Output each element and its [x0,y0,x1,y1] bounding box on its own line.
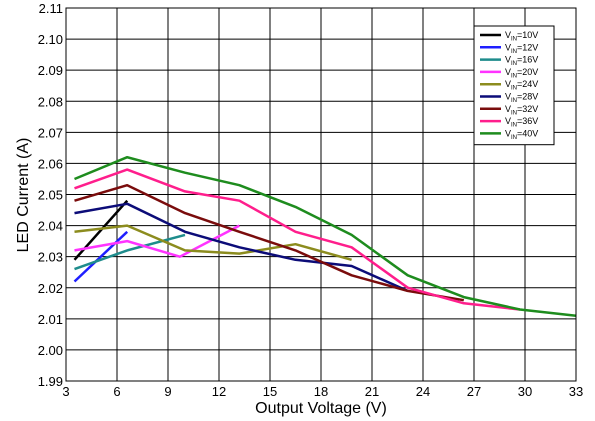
x-axis-title: Output Voltage (V) [255,400,387,417]
x-tick-label: 18 [314,384,328,399]
legend-label-2: VIN=16V [505,55,538,68]
legend-label-subscript: IN [511,123,517,129]
series-line-6 [74,183,465,302]
y-tick-label: 2.11 [39,1,63,16]
legend-label-subscript: IN [511,73,517,79]
legend-label-value: =36V [517,116,538,126]
legend-label-value: =16V [517,55,538,65]
y-tick-label: 2.02 [38,281,63,296]
legend-label-subscript: IN [511,61,517,67]
series-line-8 [74,155,577,317]
legend-label-subscript: IN [511,98,517,104]
y-tick-label: 2.00 [38,343,63,358]
legend: VIN=10VVIN=12VVIN=16VVIN=20VVIN=24VVIN=2… [473,25,555,146]
legend-label-main: V [505,30,511,40]
y-tick-label: 2.09 [38,63,63,78]
x-tick-label: 33 [569,384,583,399]
x-tick-label: 6 [113,384,120,399]
series-line-1 [73,230,129,283]
x-tick-label: 21 [365,384,379,399]
series-line-3 [74,224,240,258]
y-tick-label: 2.04 [38,219,63,234]
legend-label-3: VIN=20V [505,67,538,80]
legend-label-value: =40V [517,128,538,138]
legend-label-subscript: IN [511,49,517,55]
x-tick-label: 24 [416,384,430,399]
series-line-4 [74,224,352,262]
legend-label-main: V [505,42,511,52]
y-tick-labels: 1.99 2.00 2.01 2.02 2.03 2.04 2.05 2.06 2.07 2.08… [38,1,63,389]
x-tick-label: 12 [212,384,226,399]
x-tick-labels: 3 6 9 12 15 18 21 24 27 30 33 [62,384,583,399]
legend-label-subscript: IN [511,135,517,141]
legend-label-subscript: IN [511,110,517,116]
legend-label-value: =28V [517,92,538,102]
legend-label-value: =20V [517,67,538,77]
legend-label-4: VIN=24V [505,79,538,92]
y-tick-label: 2.10 [38,32,63,47]
x-tick-label: 30 [518,384,532,399]
legend-label-main: V [505,92,511,102]
legend-label-0: VIN=10V [505,30,538,43]
legend-label-subscript: IN [511,86,517,92]
legend-label-value: =24V [517,79,538,89]
y-tick-label: 2.06 [38,156,63,171]
series-line-5 [74,202,409,293]
legend-label-main: V [505,128,511,138]
legend-label-main: V [505,116,511,126]
y-axis-title: LED Current (A) [15,138,32,253]
x-tick-label: 9 [164,384,171,399]
series-line-7 [74,168,521,311]
legend-label-5: VIN=28V [505,92,538,105]
y-tick-label: 2.08 [38,94,63,109]
series-line-2 [74,233,186,271]
x-tick-label: 15 [263,384,277,399]
legend-label-6: VIN=32V [505,104,538,117]
y-tick-label: 2.03 [38,250,63,265]
x-tick-label: 27 [467,384,481,399]
legend-label-main: V [505,79,511,89]
legend-label-7: VIN=36V [505,116,538,129]
y-tick-label: 1.99 [38,374,63,389]
legend-label-8: VIN=40V [505,128,538,141]
legend-label-1: VIN=12V [505,42,538,55]
x-tick-label: 3 [62,384,69,399]
y-tick-label: 2.01 [38,312,63,327]
legend-label-subscript: IN [511,37,517,43]
legend-label-value: =32V [517,104,538,114]
legend-label-main: V [505,55,511,65]
plot-frame [65,7,577,382]
data-series [73,155,577,317]
legend-label-main: V [505,67,511,77]
y-tick-label: 2.07 [38,125,63,140]
legend-label-value: =10V [517,30,538,40]
y-tick-label: 2.05 [38,188,63,203]
legend-label-value: =12V [517,42,538,52]
legend-label-main: V [505,104,511,114]
